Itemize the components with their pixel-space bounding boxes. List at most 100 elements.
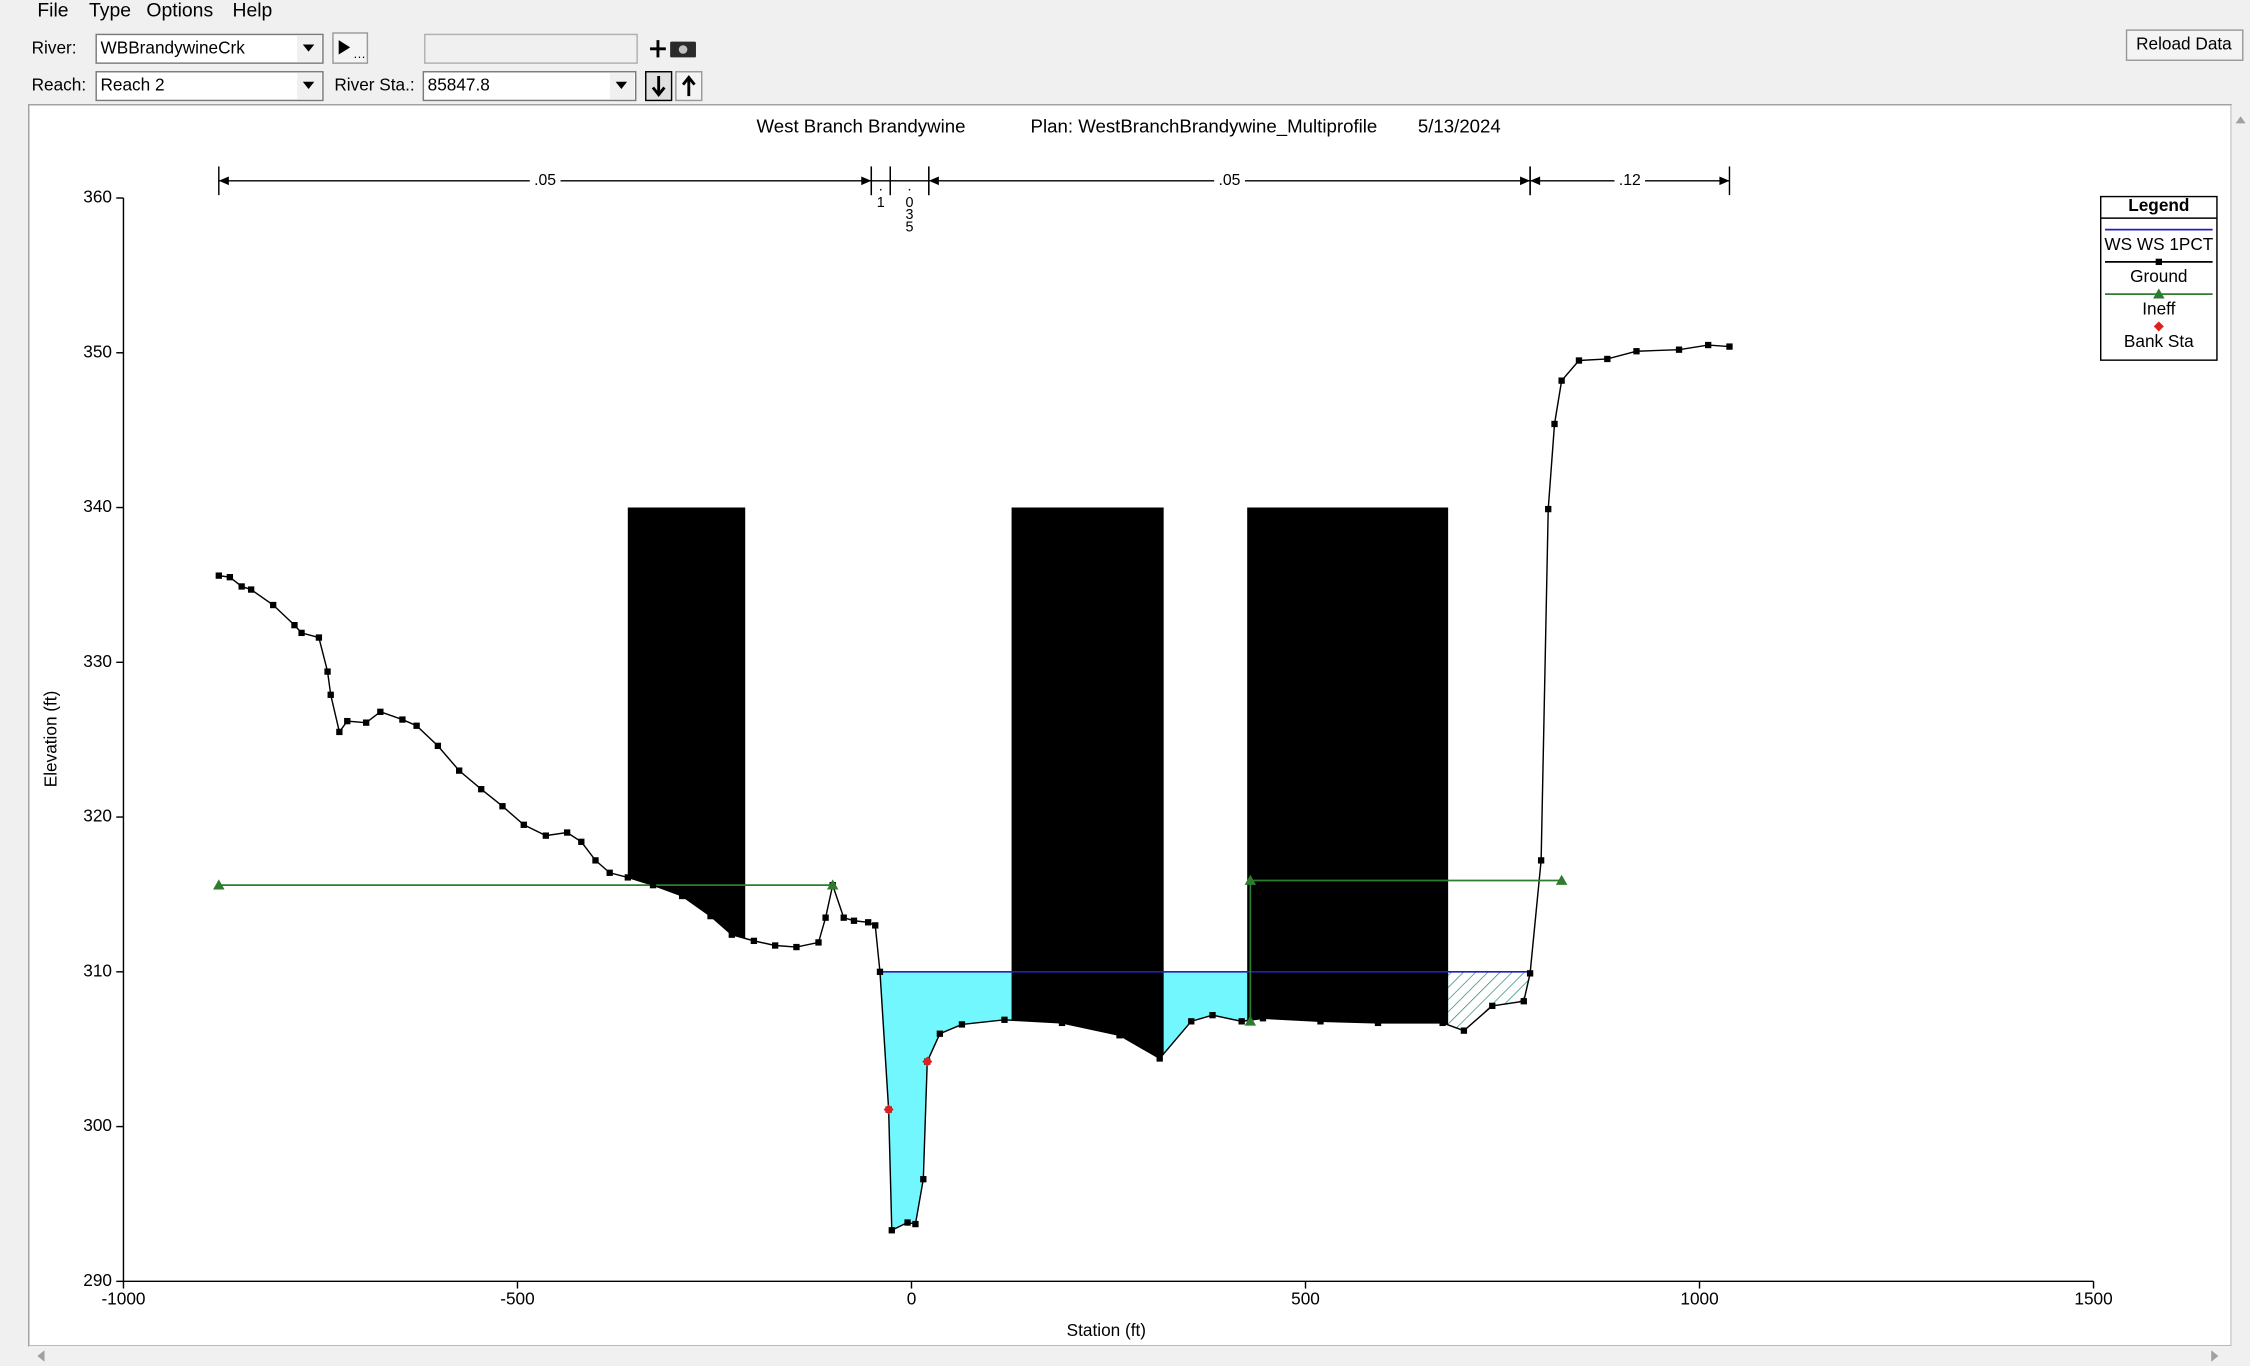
ground-point: [1317, 1018, 1324, 1025]
ground-point: [1374, 1019, 1382, 1027]
ground-point: [336, 728, 343, 736]
menu-file[interactable]: File: [37, 0, 68, 22]
river-label: River:: [32, 37, 77, 57]
profile-field[interactable]: [424, 33, 638, 64]
ground-point: [456, 767, 463, 774]
river-combo[interactable]: [95, 33, 324, 64]
plan-title: Plan: WestBranchBrandywine_Multiprofile: [1031, 116, 1378, 138]
ground-point: [298, 629, 305, 637]
ground-point: [1238, 1018, 1245, 1025]
chart-title: West Branch Brandywine: [757, 116, 966, 137]
ground-point: [850, 917, 858, 924]
ground-point: [578, 838, 585, 845]
ground-point: [1633, 348, 1640, 355]
ground-point: [327, 691, 334, 698]
legend-label: Ineff: [2142, 298, 2175, 318]
ground-point: [876, 968, 884, 975]
reach-label: Reach:: [32, 75, 87, 95]
blocked-obstruction: [1011, 507, 1164, 1059]
menu-help[interactable]: Help: [233, 0, 273, 22]
x-tick-label: 500: [1291, 1289, 1320, 1309]
x-tick-label: 1000: [1680, 1289, 1718, 1309]
ground-point: [1209, 1011, 1216, 1019]
n-label: .1: [877, 178, 885, 211]
ground-point: [679, 892, 686, 900]
camera-lens: [678, 45, 688, 54]
ground-point: [413, 722, 420, 729]
legend-marker: [2153, 321, 2164, 332]
ground-point: [434, 742, 442, 750]
date-title: 5/13/2024: [1418, 116, 1501, 137]
scroll-up[interactable]: [2235, 116, 2246, 124]
ground-point: [363, 719, 370, 726]
n-label-bg: [1214, 171, 1245, 189]
vertical-scrollbar[interactable]: [2231, 104, 2250, 1346]
ground-point: [1259, 1015, 1267, 1022]
ineff-point: [1244, 874, 1257, 885]
ground-point: [1116, 1032, 1123, 1039]
n-label-bg: [529, 171, 561, 189]
up-arrow: [681, 75, 696, 97]
ineffective-hatch: [1448, 971, 1531, 1031]
menu-type[interactable]: Type: [89, 0, 131, 22]
ground-point: [1545, 505, 1552, 513]
n-label: .05: [1219, 172, 1241, 189]
ground-point: [520, 821, 527, 828]
plot-area: [213, 341, 1733, 1234]
station-combo[interactable]: [422, 71, 637, 102]
menu-options[interactable]: Options: [146, 0, 213, 22]
reach-combo[interactable]: [95, 71, 324, 102]
ground-point: [649, 881, 657, 889]
ground-point: [377, 708, 384, 715]
n-label: .12: [1619, 172, 1641, 189]
station-value: 85847.8: [428, 75, 490, 95]
ground-point: [238, 583, 245, 590]
y-tick-label: 310: [83, 960, 112, 980]
y-tick-label: 290: [83, 1270, 112, 1290]
ground-point: [920, 1176, 927, 1183]
ineff-point: [826, 879, 839, 890]
ground-point: [936, 1030, 944, 1037]
dropdown-arrow: [302, 44, 315, 52]
ground-point: [1575, 357, 1583, 364]
ground-point: [563, 829, 571, 836]
scroll-right[interactable]: [2211, 1350, 2219, 1362]
ground-point: [247, 586, 255, 593]
scroll-left[interactable]: [37, 1350, 45, 1362]
dropdown-arrow: [615, 81, 628, 89]
ground-point: [872, 922, 879, 929]
ineff-point: [1244, 1015, 1257, 1026]
ground-point: [912, 1220, 919, 1228]
ground-point: [1558, 377, 1565, 384]
ground-point: [399, 716, 406, 723]
ground-point: [1460, 1027, 1468, 1034]
y-tick-label: 330: [83, 651, 112, 671]
y-axis-label: Elevation (ft): [40, 691, 60, 788]
ground-point: [815, 939, 822, 946]
add-icon[interactable]: [650, 40, 666, 58]
reload-button[interactable]: [2125, 29, 2244, 61]
ground-point: [707, 912, 714, 920]
ground-point: [226, 574, 233, 581]
x-tick-label: 0: [907, 1289, 917, 1309]
legend-title: Legend: [2128, 195, 2189, 215]
ground-point: [1156, 1055, 1163, 1062]
y-tick-label: 320: [83, 806, 112, 826]
ground-point: [1439, 1019, 1446, 1027]
y-tick-label: 300: [83, 1115, 112, 1135]
blocked-obstruction: [1247, 507, 1449, 1025]
horizontal-scrollbar[interactable]: [28, 1345, 2250, 1366]
x-tick-label: -1000: [101, 1289, 145, 1309]
ground-point: [606, 869, 613, 876]
ineff-point: [213, 879, 225, 890]
ground-point: [624, 874, 631, 881]
station-label: River Sta.:: [334, 75, 414, 95]
y-tick-label: 360: [83, 187, 112, 207]
ground-point: [542, 832, 550, 839]
ground-point: [1675, 346, 1683, 353]
n-label: .05: [534, 172, 556, 189]
x-tick-label: 1500: [2074, 1289, 2112, 1309]
